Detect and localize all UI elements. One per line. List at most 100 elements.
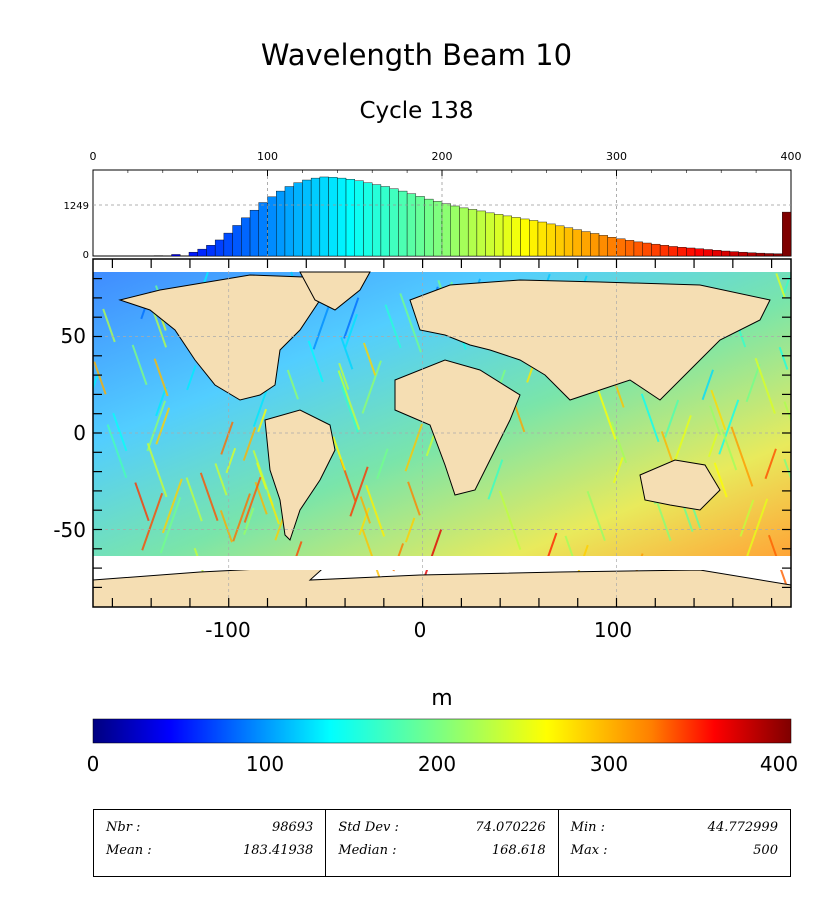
histogram-bar: [249, 209, 259, 257]
data-track: [343, 297, 360, 339]
map-xtick-100: 100: [594, 618, 632, 642]
min-value: 44.772999: [707, 820, 778, 835]
data-track: [671, 415, 692, 468]
colorbar-tick-300: 300: [589, 752, 629, 776]
histogram-bar: [633, 241, 643, 257]
data-track: [186, 365, 197, 391]
histogram-panel: 0 100 200 300 400 1249 0: [64, 150, 802, 261]
histogram-bar: [590, 233, 600, 257]
histogram-bar: [267, 196, 277, 257]
data-track: [155, 386, 168, 417]
data-track: [243, 476, 262, 523]
data-track: [152, 311, 168, 348]
data-track: [376, 448, 389, 480]
histogram-bar: [380, 186, 390, 257]
histogram-bar: [433, 201, 443, 257]
data-track: [730, 426, 754, 487]
data-track: [257, 408, 268, 433]
data-track: [713, 462, 728, 498]
histogram-bar: [171, 254, 181, 257]
histogram-bar: [625, 240, 635, 257]
data-track: [775, 273, 786, 298]
histogram-bar: [546, 223, 556, 257]
data-track: [660, 431, 674, 464]
histogram-bar: [424, 198, 434, 257]
histogram-bar: [703, 249, 713, 257]
map-ytick-0: 0: [73, 421, 86, 445]
histogram-bar: [345, 179, 355, 257]
histogram-bar: [677, 247, 687, 257]
data-track: [586, 490, 606, 542]
data-track: [307, 340, 324, 383]
histogram-bar: [616, 238, 626, 257]
data-track: [404, 517, 416, 543]
stats-col-count: Nbr : 98693 Mean : 183.41938: [94, 810, 327, 876]
histogram-bar: [607, 237, 617, 257]
nbr-label: Nbr :: [106, 820, 141, 835]
chart-title: Wavelength Beam 10: [260, 38, 573, 72]
histogram-bar: [773, 253, 783, 257]
data-track: [365, 484, 386, 537]
histogram-bar: [476, 210, 486, 257]
data-track: [146, 442, 168, 498]
data-track: [707, 433, 719, 458]
std-label: Std Dev :: [338, 820, 399, 835]
colorbar-tick-100: 100: [245, 752, 285, 776]
histogram-bar: [529, 220, 539, 257]
histogram-bars: [153, 176, 792, 257]
histogram-bar: [302, 179, 312, 257]
data-track: [362, 342, 377, 376]
histogram-bar: [520, 218, 530, 257]
data-track: [337, 370, 361, 430]
data-track: [498, 490, 522, 551]
data-track: [93, 373, 99, 392]
chart-subtitle: Cycle 138: [359, 98, 474, 124]
hist-top-tick-label: 0: [90, 150, 97, 163]
data-track: [155, 407, 171, 445]
histogram-bar: [406, 193, 417, 257]
histogram-bar: [651, 243, 661, 257]
data-track: [112, 412, 128, 452]
histogram-bar: [668, 246, 678, 257]
hist-top-tick-label: 400: [781, 150, 802, 163]
histogram-bar: [494, 214, 504, 257]
histogram-bar: [686, 247, 696, 257]
histogram-bar: [459, 207, 469, 257]
histogram-bar: [729, 251, 739, 257]
map-xtick-0: 0: [414, 618, 427, 642]
africa: [394, 359, 521, 496]
data-track: [159, 496, 182, 554]
histogram-bar: [572, 229, 582, 257]
histogram-bar: [747, 252, 757, 257]
data-track: [332, 436, 346, 471]
histogram-bar: [328, 177, 338, 257]
map-ytick-neg50: -50: [53, 518, 86, 542]
hist-vertical-grid: [267, 170, 617, 256]
histogram-bar: [389, 188, 399, 257]
histogram-bar: [337, 177, 347, 257]
data-track: [199, 472, 219, 522]
data-track: [93, 361, 107, 395]
histogram-bar: [738, 251, 748, 257]
eurasia: [409, 279, 771, 401]
data-track: [344, 313, 358, 349]
histogram-bar: [206, 245, 216, 257]
histogram-bar: [197, 248, 207, 257]
histogram-bar: [398, 190, 408, 257]
data-track: [739, 499, 755, 537]
colorbar-tick-0: 0: [86, 752, 100, 776]
colorbar-unit: m: [431, 686, 453, 711]
data-track: [783, 401, 791, 424]
histogram-bar: [581, 231, 591, 257]
min-label: Min :: [570, 820, 606, 835]
data-track: [219, 510, 233, 543]
map-tick-marks: [93, 259, 791, 607]
data-track: [384, 304, 402, 349]
median-value: 168.618: [491, 843, 546, 858]
histogram-bar: [467, 209, 478, 257]
data-track: [710, 389, 727, 431]
histogram-bar: [694, 248, 704, 257]
histogram-bar: [241, 217, 251, 257]
data-track: [399, 293, 422, 353]
data-track: [141, 492, 164, 551]
